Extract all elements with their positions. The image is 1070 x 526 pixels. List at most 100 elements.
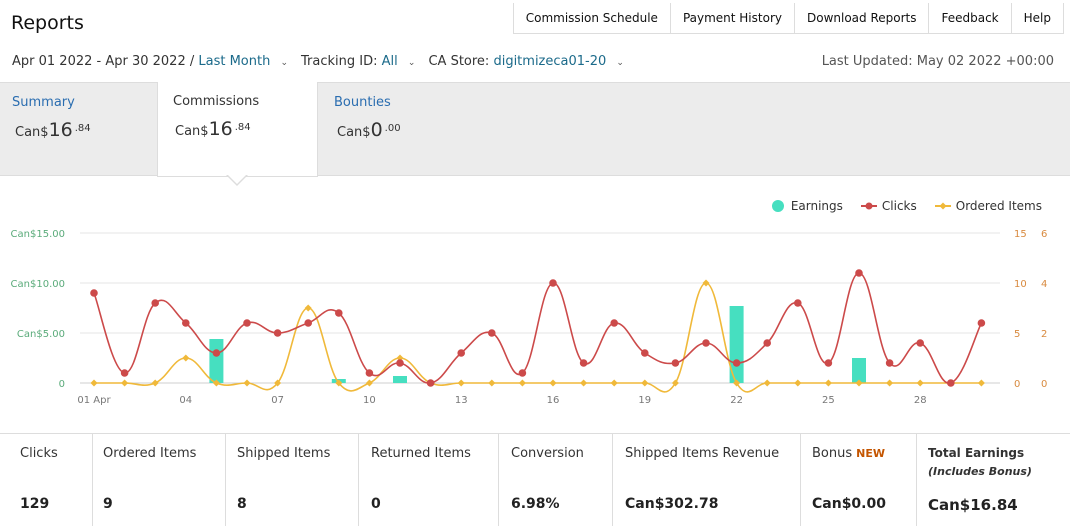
earnings-swatch-icon (771, 200, 784, 212)
tab-commissions[interactable]: Commissions Can$16.84 (157, 82, 318, 177)
x-tick-label: 07 (271, 395, 284, 406)
stat-value: Can$302.78 (625, 496, 719, 512)
ordered-items-point (580, 379, 588, 387)
tab-label: Commissions (173, 94, 260, 109)
y-left-tick-label: Can$5.00 (17, 329, 65, 340)
clicks-point (396, 359, 404, 367)
ordered-items-point (457, 379, 465, 387)
tab-label: Summary (12, 95, 75, 110)
stat-label: Clicks (20, 446, 58, 461)
legend-ordered-items[interactable]: Ordered Items (934, 199, 1042, 213)
clicks-point (977, 319, 986, 327)
download-reports-button[interactable]: Download Reports (793, 3, 929, 33)
stat-label: Conversion (511, 446, 584, 461)
amount-cents: .84 (234, 121, 251, 133)
clicks-point (151, 299, 159, 307)
chevron-down-icon: ⌄ (280, 58, 289, 68)
ordered-items-point (121, 379, 129, 387)
clicks-point (182, 319, 190, 327)
currency-symbol: Can$ (15, 125, 49, 140)
page-title: Reports (11, 12, 84, 34)
stat-sublabel: (Includes Bonus) (928, 465, 1032, 478)
ordered-items-swatch-icon (934, 202, 951, 210)
ordered-items-line (94, 282, 982, 393)
stat-ordered-items: Ordered Items 9 (92, 434, 225, 526)
legend-clicks[interactable]: Clicks (860, 199, 917, 213)
stat-returned-items: Returned Items 0 (358, 434, 498, 526)
amount-cents: .84 (74, 122, 91, 134)
stat-label: Returned Items (371, 446, 471, 461)
date-range-dropdown[interactable]: Apr 01 2022 - Apr 30 2022 / Last Month ⌄ (12, 54, 301, 69)
y-right-clicks-tick-label: 5 (1014, 329, 1020, 340)
stat-label: Bonus NEW (812, 446, 885, 461)
stat-label: Shipped Items (237, 446, 331, 461)
y-right-items-tick-label: 6 (1041, 229, 1047, 240)
x-tick-label: 10 (363, 395, 376, 406)
stat-value: Can$0.00 (812, 496, 886, 512)
ordered-items-point (763, 379, 771, 387)
ordered-items-point (641, 379, 649, 387)
stat-total-earnings: Total Earnings (Includes Bonus) Can$16.8… (916, 434, 1070, 526)
clicks-point (426, 379, 435, 387)
date-preset-text: Last Month (198, 54, 271, 69)
ordered-items-point (671, 379, 679, 387)
earnings-bar (852, 358, 866, 383)
help-button[interactable]: Help (1010, 3, 1063, 33)
ordered-items-point (212, 379, 220, 387)
tab-summary[interactable]: Summary Can$16.84 (12, 83, 152, 175)
x-tick-label: 16 (547, 395, 560, 406)
x-tick-label: 13 (455, 395, 468, 406)
tab-bounties[interactable]: Bounties Can$0.00 (334, 83, 474, 175)
stat-value: 0 (371, 496, 381, 512)
stat-label: Shipped Items Revenue (625, 446, 780, 461)
x-tick-label: 04 (179, 395, 192, 406)
ordered-items-point (794, 379, 802, 387)
stat-shipped-revenue: Shipped Items Revenue Can$302.78 (612, 434, 800, 526)
top-nav: Commission Schedule Payment History Down… (512, 3, 1064, 34)
ordered-items-point (335, 379, 343, 387)
clicks-point (794, 299, 802, 307)
tab-label: Bounties (334, 95, 391, 110)
store-label: CA Store: (428, 54, 490, 69)
clicks-point (488, 329, 496, 337)
clicks-point (273, 329, 282, 337)
tab-amount: Can$0.00 (337, 119, 401, 141)
feedback-button[interactable]: Feedback (928, 3, 1010, 33)
clicks-point (947, 379, 955, 387)
payment-history-button[interactable]: Payment History (669, 3, 794, 33)
ordered-items-point (977, 379, 985, 387)
tab-amount: Can$16.84 (175, 118, 251, 140)
stat-bonus: Bonus NEW Can$0.00 (800, 434, 916, 526)
earnings-bar (209, 339, 224, 383)
tracking-id-value: All (381, 54, 398, 69)
clicks-point (120, 369, 129, 377)
amount-whole: 16 (48, 119, 73, 141)
ordered-items-point (824, 379, 832, 387)
y-right-items-tick-label: 2 (1041, 329, 1047, 340)
ordered-items-point (733, 379, 741, 387)
clicks-point (885, 359, 894, 367)
stat-conversion: Conversion 6.98% (498, 434, 612, 526)
ordered-items-point (274, 379, 282, 387)
tracking-id-dropdown[interactable]: Tracking ID: All ⌄ (301, 54, 428, 69)
chevron-down-icon: ⌄ (616, 58, 624, 68)
clicks-point (243, 319, 251, 327)
stat-value: 9 (103, 496, 113, 512)
report-tabs: Summary Can$16.84 Commissions Can$16.84 … (0, 82, 1070, 177)
x-tick-label: 01 Apr (77, 395, 111, 406)
tracking-id-label: Tracking ID: (301, 54, 378, 69)
ordered-items-point (304, 304, 312, 312)
clicks-point (641, 349, 649, 357)
y-right-items-tick-label: 4 (1041, 279, 1047, 290)
store-dropdown[interactable]: CA Store: digitmizeca01-20 ⌄ (428, 54, 636, 69)
currency-symbol: Can$ (337, 125, 371, 140)
commission-schedule-button[interactable]: Commission Schedule (525, 11, 658, 25)
amount-whole: 16 (208, 118, 233, 140)
active-tab-pointer-fill (227, 174, 247, 184)
stat-label-text: Bonus (812, 446, 853, 461)
ordered-items-point (151, 379, 159, 387)
stats-bar: Clicks 129 Ordered Items 9 Shipped Items… (0, 433, 1070, 526)
legend-earnings[interactable]: Earnings (771, 199, 843, 213)
last-updated: Last Updated: May 02 2022 +00:00 (821, 54, 1054, 69)
ordered-items-point (610, 379, 618, 387)
